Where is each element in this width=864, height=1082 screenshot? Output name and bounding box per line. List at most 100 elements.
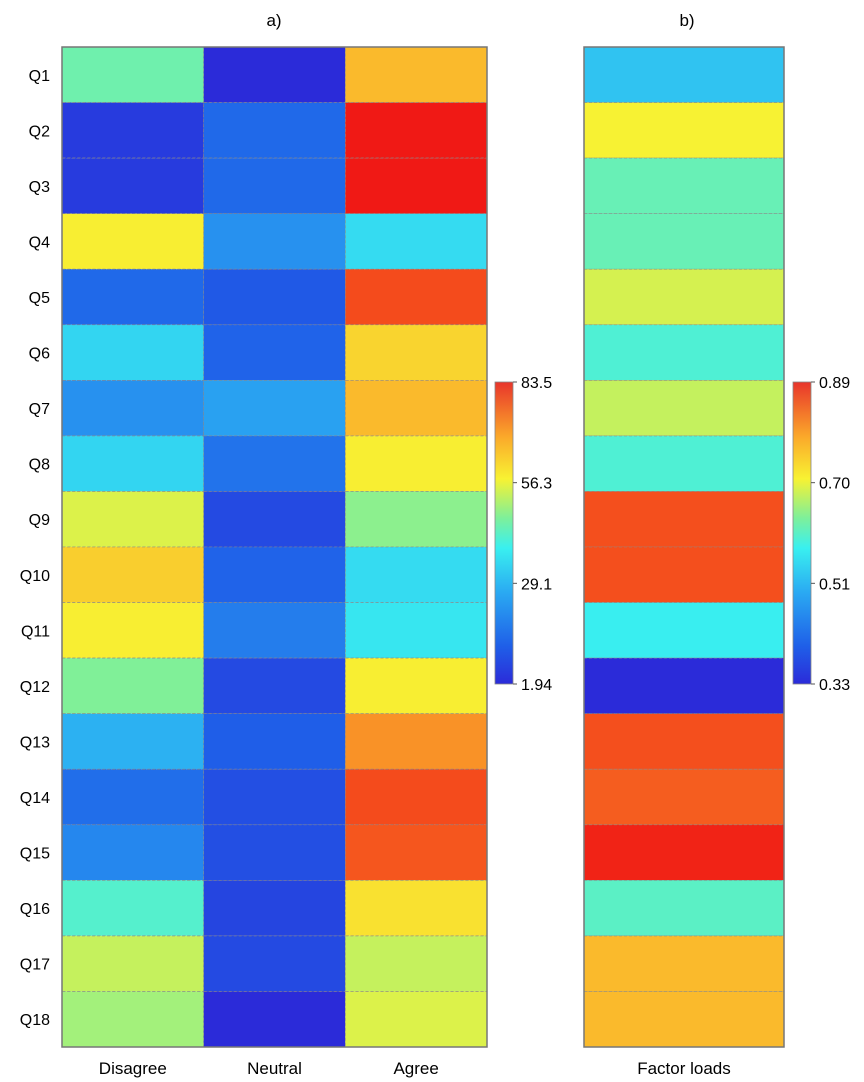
heatmap-cell (61, 102, 204, 159)
panel-a-column-labels: Disagree Neutral Agree (99, 1059, 439, 1078)
heatmap-cell (583, 768, 785, 826)
panel-b-cells (583, 46, 785, 1048)
heatmap-cell (61, 491, 204, 548)
heatmap-cell (345, 268, 488, 326)
heatmap-cell (583, 213, 785, 270)
column-label: Neutral (247, 1059, 302, 1078)
heatmap-cell (203, 713, 346, 770)
heatmap-cell (61, 380, 204, 437)
heatmap-cell (61, 991, 204, 1048)
panel-b-label: b) (679, 11, 694, 30)
row-label: Q15 (20, 846, 50, 863)
colorbar-tick-label: 0.89 (819, 375, 850, 392)
heatmap-cell (61, 213, 204, 270)
heatmap-cell (203, 157, 346, 214)
heatmap-cell (61, 546, 204, 603)
heatmap-cell (203, 546, 346, 603)
row-label: Q18 (20, 1012, 50, 1029)
panel-a-frame (61, 46, 488, 1048)
heatmap-cell (583, 991, 785, 1048)
heatmap-cell (345, 102, 488, 159)
row-label: Q3 (29, 179, 50, 196)
heatmap-cell (61, 268, 204, 326)
heatmap-cell (345, 380, 488, 437)
heatmap-cell (583, 435, 785, 492)
colorbar-b-gradient (792, 381, 812, 685)
heatmap-cell (583, 546, 785, 603)
heatmap-cell (345, 491, 488, 548)
row-label: Q10 (20, 568, 50, 585)
heatmap-cell (203, 880, 346, 937)
colorbar-b-ticks: 0.89 0.70 0.51 0.33 (811, 375, 850, 694)
heatmap-cell (345, 880, 488, 937)
heatmap-cell (583, 268, 785, 326)
heatmap-cell (583, 380, 785, 437)
colorbar-tick-label: 1.94 (521, 677, 552, 694)
heatmap-cell (583, 713, 785, 770)
row-label: Q17 (20, 957, 50, 974)
row-label: Q12 (20, 679, 50, 696)
colorbar-tick-label: 83.5 (521, 375, 552, 392)
heatmap-cell (583, 324, 785, 381)
heatmap-cell (583, 880, 785, 937)
row-label: Q9 (29, 512, 50, 529)
row-label: Q6 (29, 346, 50, 363)
heatmap-cell (203, 324, 346, 381)
heatmap-cell (203, 768, 346, 826)
heatmap-cell (345, 713, 488, 770)
heatmap-cell (61, 435, 204, 492)
heatmap-cell (203, 657, 346, 714)
heatmap-cell (61, 602, 204, 659)
heatmap-cell (583, 491, 785, 548)
colorbar-a: 83.5 56.3 29.1 1.94 (494, 375, 552, 694)
colorbar-b: 0.89 0.70 0.51 0.33 (792, 375, 850, 694)
panel-a: a) Q1Q2Q3Q4Q5Q6Q7Q8Q9Q10Q11Q12Q13Q14Q15Q… (20, 11, 552, 1078)
heatmap-cell (345, 546, 488, 603)
heatmap-cell (61, 324, 204, 381)
row-label: Q5 (29, 290, 50, 307)
colorbar-tick-label: 0.33 (819, 677, 850, 694)
heatmap-cell (203, 268, 346, 326)
colorbar-tick-label: 0.70 (819, 476, 850, 493)
colorbar-a-gradient (494, 381, 514, 685)
row-label: Q13 (20, 734, 50, 751)
heatmap-cell (345, 157, 488, 214)
heatmap-cell (583, 824, 785, 881)
row-label: Q16 (20, 901, 50, 918)
heatmap-cell (61, 657, 204, 714)
heatmap-cell (345, 213, 488, 270)
heatmap-cell (345, 602, 488, 659)
heatmap-cell (345, 824, 488, 881)
row-label: Q2 (29, 123, 50, 140)
colorbar-tick-label: 0.51 (819, 576, 850, 593)
colorbar-tick-label: 29.1 (521, 576, 552, 593)
panel-b-frame (583, 46, 785, 1048)
panel-b: b) Factor loads 0.89 0.70 0.51 0.33 (583, 11, 850, 1078)
heatmap-cell (345, 768, 488, 826)
heatmap-cell (61, 713, 204, 770)
heatmap-cell (203, 824, 346, 881)
heatmap-cell (583, 102, 785, 159)
heatmap-cell (345, 935, 488, 992)
heatmap-cell (203, 435, 346, 492)
row-label: Q1 (29, 68, 50, 85)
row-label: Q14 (20, 790, 50, 807)
heatmap-cell (583, 935, 785, 992)
heatmap-cell (203, 602, 346, 659)
heatmap-cell (345, 324, 488, 381)
heatmap-cell (583, 602, 785, 659)
heatmap-cell (61, 46, 204, 103)
panel-a-label: a) (266, 11, 281, 30)
heatmap-cell (345, 435, 488, 492)
panel-b-column-labels: Factor loads (637, 1059, 731, 1078)
heatmap-cell (203, 935, 346, 992)
column-label: Disagree (99, 1059, 167, 1078)
column-label: Factor loads (637, 1059, 731, 1078)
heatmap-cell (203, 380, 346, 437)
heatmap-cell (61, 880, 204, 937)
heatmap-cell (583, 657, 785, 714)
heatmap-cell (61, 824, 204, 881)
row-label: Q4 (29, 234, 50, 251)
heatmap-cell (61, 157, 204, 214)
